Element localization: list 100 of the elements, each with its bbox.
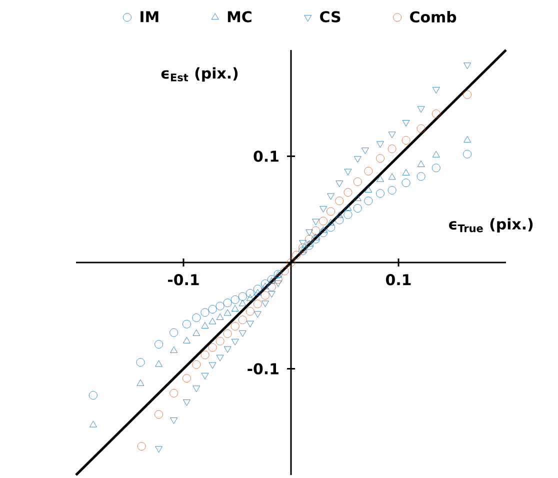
- point: [170, 328, 178, 337]
- point: [312, 234, 320, 240]
- point: [280, 266, 289, 276]
- point: [292, 250, 301, 260]
- point: [223, 329, 232, 338]
- point: [268, 277, 276, 284]
- point: [388, 144, 396, 154]
- point: [286, 258, 296, 267]
- point: [312, 226, 320, 235]
- point: [238, 300, 246, 306]
- point: [136, 358, 145, 367]
- point: [90, 420, 97, 428]
- point: [89, 391, 98, 400]
- point: [170, 388, 178, 398]
- point: [364, 186, 372, 192]
- point: [344, 168, 352, 176]
- point: [192, 386, 200, 392]
- point: [320, 206, 327, 213]
- point: [267, 282, 276, 292]
- point: [376, 141, 384, 148]
- point: [335, 216, 344, 224]
- point: [231, 338, 239, 346]
- point: [354, 156, 362, 163]
- point: [246, 320, 254, 328]
- point: [274, 280, 282, 287]
- point: [388, 186, 396, 194]
- point: [354, 194, 362, 201]
- point: [463, 90, 472, 99]
- point: [362, 148, 369, 154]
- point: [402, 120, 410, 126]
- point: [305, 241, 314, 250]
- point: [344, 210, 352, 219]
- point: [201, 372, 209, 380]
- point: [155, 360, 162, 367]
- point: [182, 374, 191, 383]
- point: [261, 291, 270, 300]
- point: [327, 193, 334, 200]
- point: [298, 243, 308, 252]
- point: [223, 298, 232, 308]
- y-axis-title: ϵ$_{Est}$ (pix.): [161, 67, 238, 82]
- point: [267, 275, 276, 284]
- point: [336, 212, 344, 218]
- point: [254, 289, 262, 296]
- point: [464, 136, 471, 143]
- point: [326, 207, 335, 216]
- point: [464, 62, 471, 70]
- point: [200, 350, 210, 360]
- point: [312, 218, 320, 226]
- point: [312, 234, 320, 244]
- point: [326, 223, 335, 232]
- legend-label: Comb: [410, 10, 456, 23]
- point: [170, 346, 178, 353]
- point: [216, 302, 224, 310]
- point: [224, 309, 232, 316]
- point: [136, 379, 144, 386]
- point: [246, 294, 254, 301]
- point: [388, 173, 396, 180]
- point: [376, 154, 384, 163]
- point: [432, 150, 440, 158]
- legend-label: CS: [320, 11, 340, 22]
- point: [432, 164, 440, 172]
- point: [306, 229, 313, 236]
- point: [320, 226, 327, 233]
- point: [402, 178, 410, 188]
- point: [246, 307, 254, 316]
- point: [305, 234, 314, 244]
- point: [353, 204, 362, 213]
- point: [253, 300, 262, 308]
- point: [254, 311, 262, 318]
- point: [402, 136, 410, 145]
- point: [262, 282, 269, 290]
- point: [262, 300, 269, 308]
- point: [417, 106, 425, 113]
- point: [319, 228, 328, 237]
- legend-label: MC: [228, 11, 252, 22]
- point: [216, 314, 224, 320]
- point: [155, 446, 162, 453]
- point: [432, 110, 440, 118]
- point: [344, 188, 352, 197]
- point: [388, 132, 396, 138]
- point: [230, 295, 240, 304]
- point: [137, 442, 146, 451]
- point: [183, 399, 190, 406]
- point: [417, 160, 425, 167]
- point: [306, 240, 313, 247]
- point: [402, 169, 410, 176]
- point: [336, 180, 344, 188]
- x-axis-title: ϵ$_{True}$ (pix.): [449, 218, 533, 233]
- point: [416, 124, 426, 133]
- point: [192, 329, 200, 336]
- point: [416, 172, 426, 181]
- point: [238, 316, 247, 324]
- point: [432, 87, 440, 94]
- point: [353, 178, 362, 186]
- point: [208, 343, 217, 352]
- point: [216, 354, 224, 362]
- point: [183, 336, 190, 344]
- point: [182, 320, 191, 328]
- point: [192, 360, 201, 369]
- point: [376, 175, 384, 182]
